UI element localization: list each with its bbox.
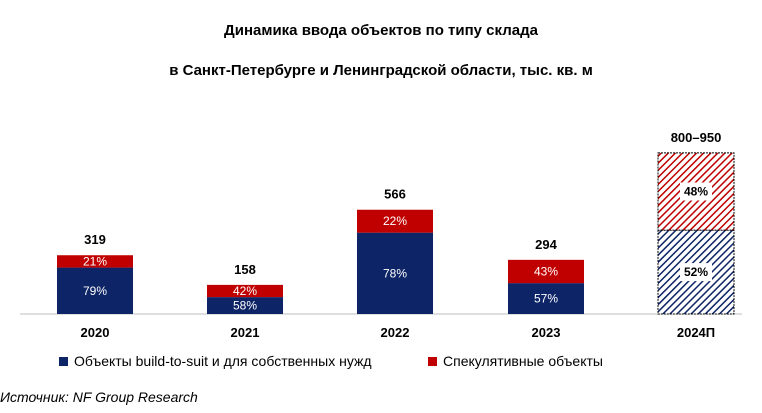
bar-spec-2022: [357, 209, 433, 233]
label-spec-2022: 22%: [383, 214, 407, 228]
stacked-bar-chart: 79% 21% 319 2020 58%42% 158 2021 78% 22% 566 2022 5…: [20, 130, 742, 340]
total-label-2022: 566: [384, 187, 406, 202]
label-bts-2021: 58%: [233, 299, 257, 313]
total-label-2020: 319: [84, 232, 106, 247]
legend-swatch-spec: [428, 356, 437, 366]
label-spec-2024П-bg: [680, 182, 712, 201]
bar-bts-2020: [57, 267, 133, 314]
label-spec-2020: 21%: [83, 254, 107, 268]
bar-spec-2020: [57, 255, 133, 268]
chart-title: Динамика ввода объектов по типу склада: [224, 22, 538, 39]
label-bts-2024П-bg: [680, 263, 712, 282]
x-tick-label-2022: 2022: [381, 325, 410, 340]
bar-spec-2021: [207, 284, 283, 298]
label-bts-2024П: 52%: [684, 265, 708, 279]
chart-subtitle: в Санкт-Петербурге и Ленинградской облас…: [169, 62, 593, 79]
legend-item-bts: Объекты build-to-suit и для собственных …: [59, 353, 372, 369]
total-label-2021: 158: [234, 262, 256, 277]
bar-bts-2021: [207, 297, 283, 314]
legend-label-bts: Объекты build-to-suit и для собственных …: [74, 353, 372, 369]
legend-swatch-bts: [59, 356, 68, 366]
x-tick-label-2021: 2021: [231, 325, 260, 340]
total-label-2023: 294: [535, 237, 557, 252]
label-bts-2023: 57%: [534, 292, 558, 306]
x-tick-label-2024П: 2024П: [677, 325, 715, 340]
source-note: Источник: NF Group Research: [0, 389, 198, 405]
bar-spec-2023: [508, 259, 584, 284]
label-spec-2024П: 48%: [684, 185, 708, 199]
x-tick-label-2020: 2020: [81, 325, 110, 340]
total-label-2024П: 800–950: [671, 130, 722, 145]
bar-bts-2023: [508, 283, 584, 314]
x-tick-label-2023: 2023: [532, 325, 561, 340]
label-spec-2021: 42%: [233, 284, 257, 298]
bar-bts-2022: [357, 232, 433, 314]
legend-item-spec: Спекулятивные объекты: [428, 353, 603, 369]
label-spec-2023: 43%: [534, 264, 558, 278]
label-bts-2022: 78%: [383, 266, 407, 280]
label-bts-2020: 79%: [83, 284, 107, 298]
legend-label-spec: Спекулятивные объекты: [443, 353, 603, 369]
